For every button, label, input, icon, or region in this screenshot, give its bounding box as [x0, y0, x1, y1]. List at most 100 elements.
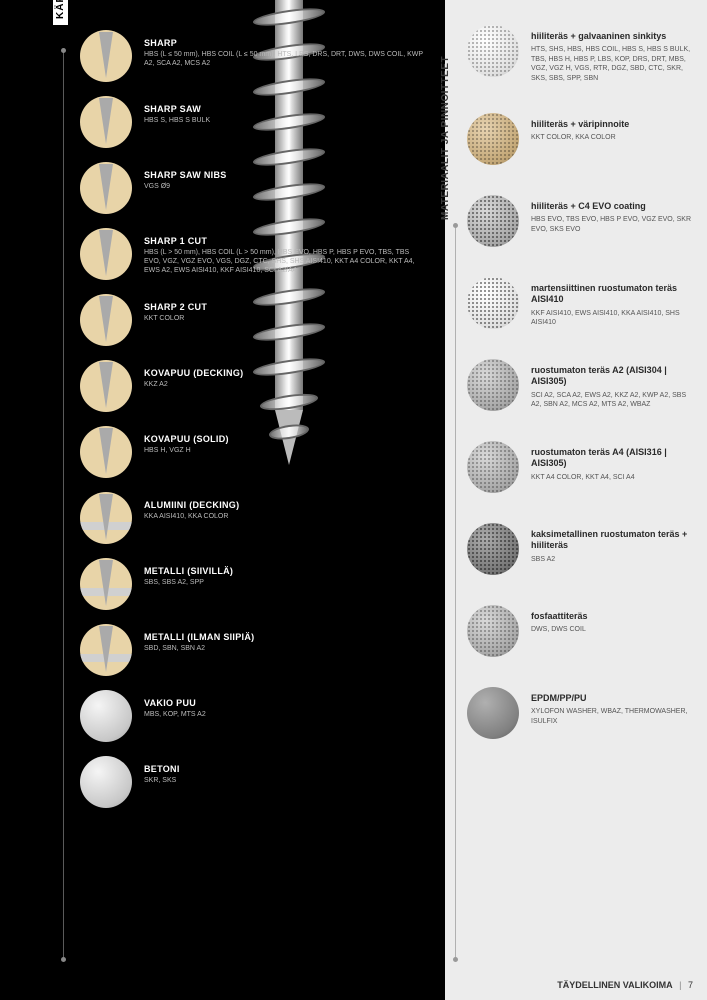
material-desc: HBS EVO, TBS EVO, HBS P EVO, VGZ EVO, SK… [531, 215, 696, 234]
material-item: hiiliteräs + C4 EVO coatingHBS EVO, TBS … [467, 195, 697, 247]
material-text: ruostumaton teräs A4 (AISI316 | AISI305)… [531, 441, 696, 482]
left-tab-label: KÄRKI [53, 0, 68, 25]
tip-item: SHARP SAW HBS S, HBS S BULK [80, 96, 430, 148]
right-divider [455, 225, 456, 960]
material-swatch [467, 687, 519, 739]
tip-item: BETONI SKR, SKS [80, 756, 430, 808]
material-text: ruostumaton teräs A2 (AISI304 | AISI305)… [531, 359, 696, 409]
material-swatch [467, 113, 519, 165]
tip-icon [80, 426, 132, 478]
material-swatch [467, 359, 519, 411]
material-list: hiiliteräs + galvaaninen sinkitys HTS, SH… [467, 25, 697, 769]
tip-desc: KKA AISI410, KKA COLOR [144, 512, 239, 521]
material-swatch [467, 277, 519, 329]
material-desc: KKT A4 COLOR, KKT A4, SCI A4 [531, 473, 696, 482]
tip-icon [80, 690, 132, 742]
right-panel: MATERIAALIT JA PINNOITTEET hiiliteräs + … [445, 0, 707, 1000]
tip-title: SHARP 2 CUT [144, 302, 207, 312]
tip-desc: KKT COLOR [144, 314, 207, 323]
tip-icon [80, 360, 132, 412]
material-text: hiiliteräs + galvaaninen sinkitys HTS, SH… [531, 25, 696, 83]
material-title: ruostumaton teräs A2 (AISI304 | AISI305) [531, 365, 696, 388]
tip-icon [80, 756, 132, 808]
tip-item: VAKIO PUUMBS, KOP, MTS A2 [80, 690, 430, 742]
tip-text: SHARP SAW NIBSVGS Ø9 [144, 162, 227, 191]
tip-title: SHARP [144, 38, 424, 48]
material-text: kaksimetallinen ruostumaton teräs + hiil… [531, 523, 696, 564]
material-swatch [467, 195, 519, 247]
tip-desc: SBS, SBS A2, SPP [144, 578, 233, 587]
material-desc: KKF AISI410, EWS AISI410, KKA AISI410, S… [531, 309, 696, 328]
tip-icon [80, 558, 132, 610]
material-title: EPDM/PP/PU [531, 693, 696, 704]
material-item: hiiliteräs + galvaaninen sinkitys HTS, SH… [467, 25, 697, 83]
tip-desc: HBS (L > 50 mm), HBS COIL (L > 50 mm), H… [144, 248, 424, 275]
footer-label: TÄYDELLINEN VALIKOIMA [557, 980, 672, 990]
tip-item: SHARP HBS (L ≤ 50 mm), HBS COIL (L ≤ 50 m… [80, 30, 430, 82]
material-title: fosfaattiteräs [531, 611, 588, 622]
tip-title: METALLI (SIIVILLÄ) [144, 566, 233, 576]
tip-text: SHARP SAW HBS S, HBS S BULK [144, 96, 210, 125]
tip-item: METALLI (SIIVILLÄ) SBS, SBS A2, SPP [80, 558, 430, 610]
tip-desc: HBS S, HBS S BULK [144, 116, 210, 125]
tip-text: METALLI (ILMAN SIIPIÄ) SBD, SBN, SBN A2 [144, 624, 254, 653]
material-item: ruostumaton teräs A4 (AISI316 | AISI305)… [467, 441, 697, 493]
tip-title: KOVAPUU (DECKING) [144, 368, 243, 378]
material-item: kaksimetallinen ruostumaton teräs + hiil… [467, 523, 697, 575]
material-swatch [467, 523, 519, 575]
material-text: hiiliteräs + väripinnoite KKT COLOR, KKA … [531, 113, 629, 143]
material-desc: KKT COLOR, KKA COLOR [531, 133, 629, 142]
tip-icon [80, 294, 132, 346]
tip-title: BETONI [144, 764, 180, 774]
tip-item: ALUMIINI (DECKING)KKA AISI410, KKA COLOR [80, 492, 430, 544]
material-desc: SBS A2 [531, 555, 696, 564]
material-text: hiiliteräs + C4 EVO coatingHBS EVO, TBS … [531, 195, 696, 234]
material-item: fosfaattiteräs DWS, DWS COIL [467, 605, 697, 657]
tip-text: VAKIO PUUMBS, KOP, MTS A2 [144, 690, 206, 719]
material-text: fosfaattiteräs DWS, DWS COIL [531, 605, 588, 635]
tip-list: SHARP HBS (L ≤ 50 mm), HBS COIL (L ≤ 50 m… [80, 30, 430, 822]
material-text: EPDM/PP/PUXYLOFON WASHER, WBAZ, THERMOWA… [531, 687, 696, 726]
tip-text: METALLI (SIIVILLÄ) SBS, SBS A2, SPP [144, 558, 233, 587]
page-number: 7 [688, 980, 693, 990]
tip-icon [80, 162, 132, 214]
tip-item: SHARP SAW NIBSVGS Ø9 [80, 162, 430, 214]
material-item: martensiittinen ruostumaton teräs AISI41… [467, 277, 697, 329]
material-title: martensiittinen ruostumaton teräs AISI41… [531, 283, 696, 306]
tip-text: KOVAPUU (SOLID)HBS H, VGZ H [144, 426, 229, 455]
tip-icon [80, 96, 132, 148]
tip-icon [80, 624, 132, 676]
tip-desc: MBS, KOP, MTS A2 [144, 710, 206, 719]
material-item: ruostumaton teräs A2 (AISI304 | AISI305)… [467, 359, 697, 411]
material-title: hiiliteräs + väripinnoite [531, 119, 629, 130]
tip-title: KOVAPUU (SOLID) [144, 434, 229, 444]
tip-desc: KKZ A2 [144, 380, 243, 389]
tip-title: SHARP SAW NIBS [144, 170, 227, 180]
tip-item: SHARP 2 CUT KKT COLOR [80, 294, 430, 346]
tip-icon [80, 30, 132, 82]
tip-desc: SKR, SKS [144, 776, 180, 785]
tip-desc: HBS (L ≤ 50 mm), HBS COIL (L ≤ 50 mm), H… [144, 50, 424, 68]
tip-icon [80, 492, 132, 544]
material-desc: HTS, SHS, HBS, HBS COIL, HBS S, HBS S BU… [531, 45, 696, 83]
material-swatch [467, 441, 519, 493]
material-title: ruostumaton teräs A4 (AISI316 | AISI305) [531, 447, 696, 470]
tip-title: METALLI (ILMAN SIIPIÄ) [144, 632, 254, 642]
left-panel: KÄRKI SHARP HBS (L ≤ 50 mm), HBS COIL (L … [0, 0, 445, 1000]
page-footer: TÄYDELLINEN VALIKOIMA | 7 [557, 980, 693, 990]
tip-text: ALUMIINI (DECKING)KKA AISI410, KKA COLOR [144, 492, 239, 521]
tip-item: KOVAPUU (DECKING) KKZ A2 [80, 360, 430, 412]
tip-text: SHARP 2 CUT KKT COLOR [144, 294, 207, 323]
material-text: martensiittinen ruostumaton teräs AISI41… [531, 277, 696, 327]
tip-desc: SBD, SBN, SBN A2 [144, 644, 254, 653]
material-desc: DWS, DWS COIL [531, 625, 588, 634]
tip-icon [80, 228, 132, 280]
material-swatch [467, 605, 519, 657]
material-item: hiiliteräs + väripinnoite KKT COLOR, KKA … [467, 113, 697, 165]
tip-text: BETONI SKR, SKS [144, 756, 180, 785]
tip-title: SHARP SAW [144, 104, 210, 114]
tip-item: KOVAPUU (SOLID)HBS H, VGZ H [80, 426, 430, 478]
left-divider [63, 50, 64, 960]
material-title: hiiliteräs + galvaaninen sinkitys [531, 31, 696, 42]
tip-title: SHARP 1 CUT [144, 236, 424, 246]
